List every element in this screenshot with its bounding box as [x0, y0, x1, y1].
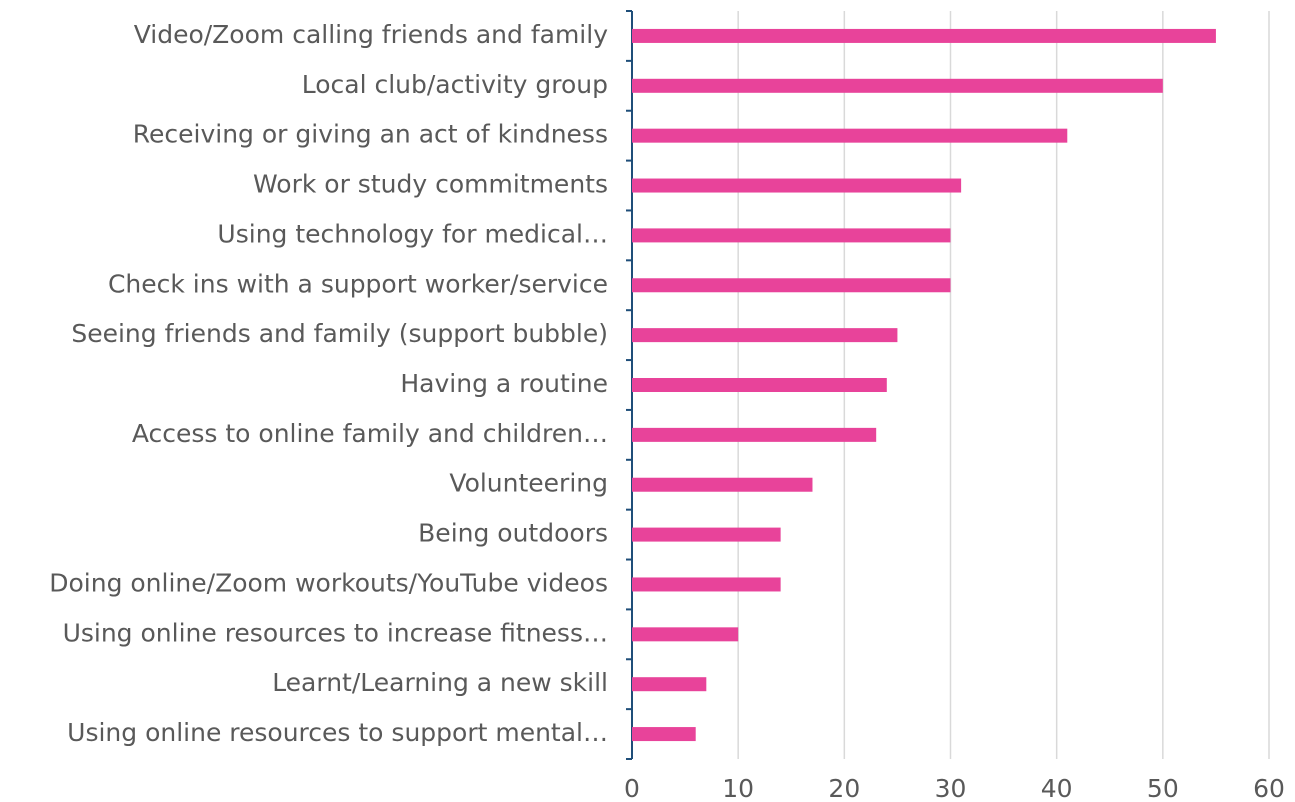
- y-tick-label: Doing online/Zoom workouts/YouTube video…: [49, 568, 608, 597]
- bar: [632, 278, 951, 293]
- bar: [632, 577, 781, 592]
- y-tick-label: Volunteering: [449, 469, 608, 498]
- bar: [632, 128, 1068, 143]
- x-tick-label: 0: [624, 774, 640, 802]
- bar: [632, 228, 951, 243]
- bar: [632, 178, 962, 193]
- x-tick-label: 50: [1147, 774, 1179, 802]
- x-tick-label: 30: [935, 774, 967, 802]
- bar: [632, 527, 781, 542]
- bar: [632, 427, 877, 442]
- bar: [632, 727, 696, 742]
- bar: [632, 78, 1163, 93]
- y-tick-label: Video/Zoom calling friends and family: [134, 20, 608, 49]
- bar: [632, 378, 887, 392]
- x-tick-label: 10: [722, 774, 754, 802]
- y-tick-label: Using online resources to support mental…: [67, 718, 608, 747]
- y-tick-label: Local club/activity group: [302, 70, 608, 99]
- y-tick-label: Having a routine: [400, 369, 608, 398]
- y-tick-label: Check ins with a support worker/service: [108, 269, 608, 298]
- y-tick-label: Using online resources to increase fitne…: [63, 618, 608, 647]
- bar: [632, 28, 1216, 43]
- y-tick-label: Learnt/Learning a new skill: [272, 668, 608, 697]
- x-tick-label: 20: [828, 774, 860, 802]
- y-tick-label: Work or study commitments: [253, 170, 608, 199]
- bar: [632, 677, 707, 692]
- x-tick-label: 60: [1253, 774, 1285, 802]
- bar: [632, 328, 898, 343]
- x-tick-label: 40: [1041, 774, 1073, 802]
- bar: [632, 627, 739, 642]
- y-tick-label: Being outdoors: [418, 519, 608, 548]
- y-tick-label: Using technology for medical…: [217, 219, 608, 248]
- y-tick-label: Access to online family and children…: [132, 419, 608, 448]
- y-tick-label: Seeing friends and family (support bubbl…: [71, 319, 608, 348]
- bar: [632, 477, 813, 492]
- y-tick-label: Receiving or giving an act of kindness: [133, 120, 608, 149]
